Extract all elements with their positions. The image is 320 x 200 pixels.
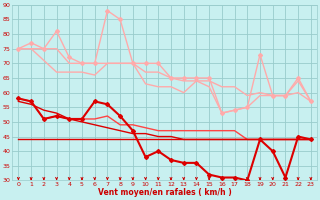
X-axis label: Vent moyen/en rafales ( km/h ): Vent moyen/en rafales ( km/h ): [98, 188, 231, 197]
